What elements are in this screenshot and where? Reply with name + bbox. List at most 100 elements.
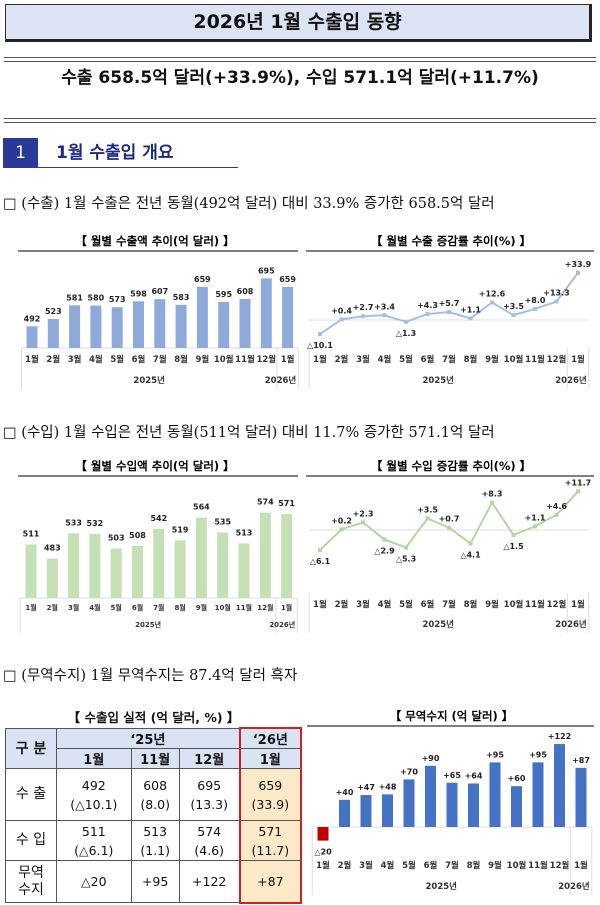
divider <box>4 118 596 123</box>
data-label: △10.1 <box>307 341 333 350</box>
x-tick-label: 6월 <box>421 599 435 610</box>
x-tick-label: 9월 <box>488 860 502 871</box>
cell-rate: (13.3) <box>190 796 228 812</box>
export-summary: □ (수출) 1월 수출은 전년 동월(492억 달러) 대비 33.9% 증가… <box>3 196 495 212</box>
x-tick-label: 8월 <box>464 599 478 610</box>
bar <box>26 326 38 348</box>
bar <box>575 767 587 827</box>
data-label: +13.3 <box>543 289 569 298</box>
year-label: 2026년 <box>555 375 587 386</box>
data-point <box>554 512 559 517</box>
data-label: 595 <box>215 290 232 299</box>
bar <box>425 765 436 827</box>
x-tick-label: 3월 <box>68 603 79 612</box>
table-row: 수 입 511 (△6.1) 513 (1.1) 574 (4.6) 571 (11.7) <box>5 820 303 861</box>
year-header: ‘25년 <box>55 727 241 749</box>
table-cell: 511 (△6.1) <box>56 820 132 861</box>
data-label: +5.7 <box>439 299 460 308</box>
year-label: 2026년 <box>555 619 587 630</box>
cell-rate: (△10.1) <box>70 796 118 812</box>
x-tick-label: 12월 <box>547 599 567 610</box>
data-label: 583 <box>173 293 190 302</box>
data-label: △4.1 <box>460 551 481 560</box>
x-tick-label: 1월 <box>574 860 588 871</box>
data-label: +2.7 <box>353 303 374 312</box>
data-label: 508 <box>129 531 146 540</box>
x-tick-label: 2월 <box>335 599 349 610</box>
cell-value: 695 <box>197 777 222 793</box>
x-tick-label: 5월 <box>110 354 124 365</box>
x-tick-label: 6월 <box>421 354 435 365</box>
data-point <box>425 516 430 521</box>
bar <box>196 286 208 348</box>
data-label: △2.9 <box>374 547 395 556</box>
data-label: +8.3 <box>482 490 503 499</box>
x-tick-label: 10월 <box>215 603 231 612</box>
data-point <box>382 313 387 318</box>
cell-value: 513 <box>143 823 168 839</box>
month-header: 1월 <box>238 748 303 769</box>
data-label: 607 <box>151 287 168 296</box>
bar <box>154 299 166 348</box>
data-label: +12.6 <box>479 289 506 298</box>
bar <box>89 533 101 598</box>
x-tick-label: 3월 <box>356 354 370 365</box>
data-label: +95 <box>486 750 504 759</box>
data-label: 695 <box>258 266 275 275</box>
section-number: 1 <box>3 138 38 168</box>
x-tick-label: 7월 <box>442 599 456 610</box>
data-label: 519 <box>172 525 189 534</box>
data-label: △5.3 <box>396 554 416 563</box>
cell-rate: (△6.1) <box>74 842 114 858</box>
x-tick-label: 1월 <box>25 603 36 612</box>
data-label: 608 <box>237 287 254 296</box>
x-tick-label: 2월 <box>338 860 352 871</box>
data-label: 659 <box>194 275 211 284</box>
data-label: +3.4 <box>374 302 395 311</box>
table-caption: 【 수출입 실적 (억 달러, %) 】 <box>67 710 240 725</box>
bar <box>153 528 165 598</box>
x-tick-label: 10월 <box>504 354 524 365</box>
data-label: +2.3 <box>353 509 374 518</box>
data-label: +64 <box>465 771 483 780</box>
x-tick-label: 3월 <box>68 354 82 365</box>
table-cell: 659 (33.9) <box>238 768 303 821</box>
data-point <box>447 525 451 530</box>
data-label: 511 <box>23 529 40 538</box>
year-label: 2025년 <box>426 881 458 892</box>
data-label: 523 <box>45 307 62 316</box>
bar <box>403 779 415 827</box>
import-amount-chart: 【 월별 수입액 추이(억 달러) 】 1월 2월 3월 4월 5월 6월 7월 8월 9월 10월… <box>18 459 298 633</box>
x-tick-label: 8월 <box>467 860 481 871</box>
x-tick-label: 9월 <box>196 603 207 612</box>
x-tick-label: 2월 <box>47 603 58 612</box>
bar <box>195 517 207 598</box>
table-cell: +122 <box>178 860 241 903</box>
data-label: △1.5 <box>503 542 524 551</box>
data-point <box>554 299 559 304</box>
x-tick-label: 7월 <box>153 603 164 612</box>
table-cell: +95 <box>130 860 180 903</box>
bar <box>69 305 81 348</box>
data-point <box>511 313 516 318</box>
table-row: 무역 수지 △20 +95 +122 +87 <box>5 860 303 904</box>
x-tick-label: 4월 <box>381 860 395 871</box>
cell-rate: (33.9) <box>251 796 290 812</box>
export-amount-chart: 【 월별 수출액 추이(억 달러) 】 1월 2월 3월 4월 5월 6월 7월 8월 9월 10월… <box>18 234 299 389</box>
data-point <box>318 548 322 553</box>
data-point <box>318 332 322 337</box>
data-point <box>404 545 408 550</box>
bar <box>47 318 59 348</box>
x-tick-label: 1월 <box>316 860 330 871</box>
x-tick-label: 5월 <box>399 599 413 610</box>
x-tick-label: 3월 <box>359 860 373 871</box>
x-tick-label: 12월 <box>547 354 567 365</box>
bar <box>554 744 565 827</box>
trade-balance-chart: 【 무역수지 (억 달러) 】1월 2월 3월 4월 5월 6월 7월 8월 9월 10월 11월 1… <box>307 709 594 895</box>
data-point <box>404 319 408 324</box>
data-label: +3.5 <box>417 505 438 514</box>
x-tick-label: 7월 <box>153 354 167 365</box>
data-label: 564 <box>193 503 210 512</box>
bar <box>175 304 187 348</box>
data-point <box>533 524 537 529</box>
